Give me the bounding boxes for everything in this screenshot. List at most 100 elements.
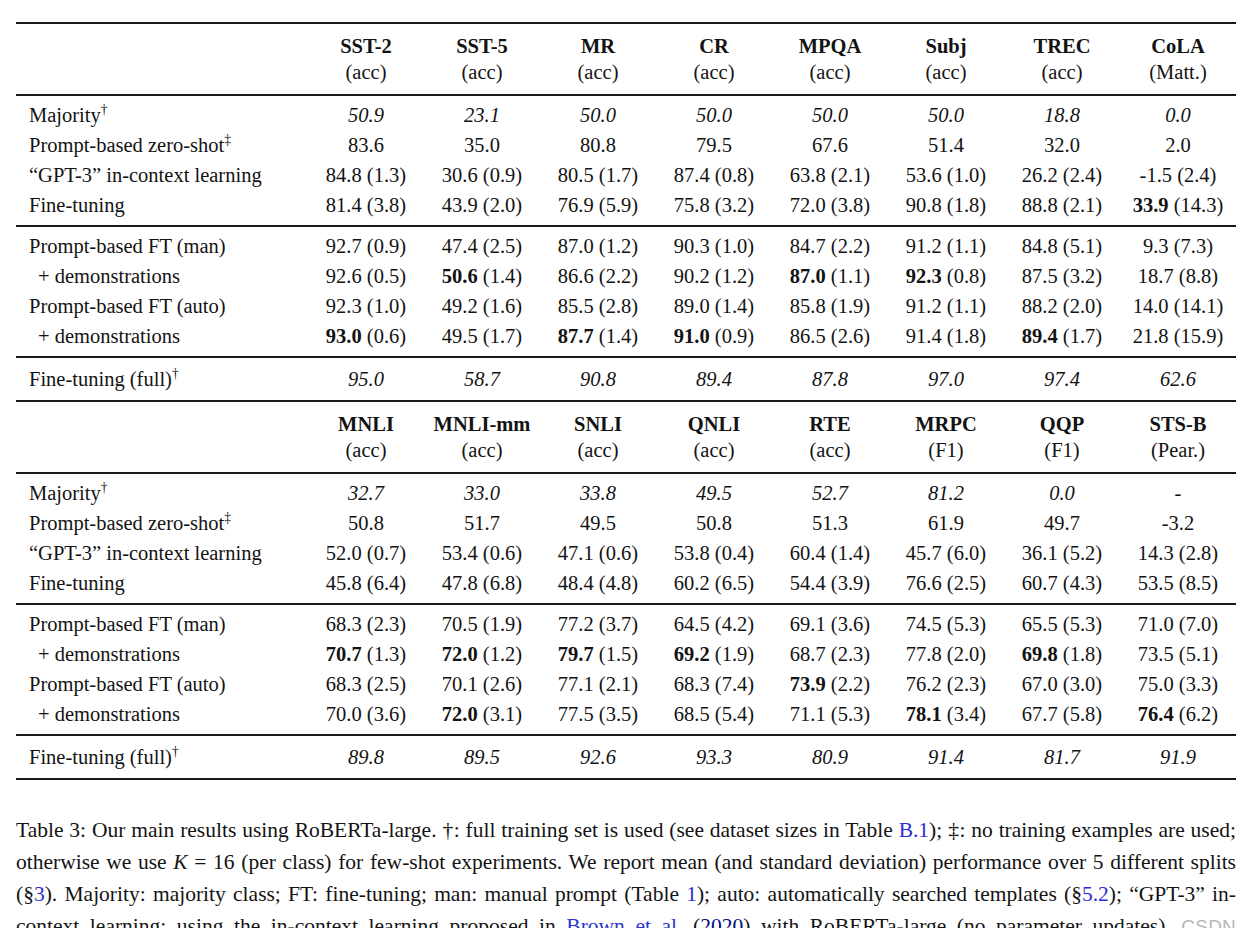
cell-stddev: (1.4) [594,325,638,347]
cell-value: 68.7 [790,643,826,665]
value-cell: 86.5 (2.6) [772,321,888,357]
cell-value: 72.0 [790,194,826,216]
column-metric: (acc) [424,59,540,95]
table-row: + demonstrations70.0 (3.6)72.0 (3.1)77.5… [16,699,1236,735]
value-cell: 50.0 [656,95,772,130]
row-label: Majority† [16,473,308,508]
cell-value: 49.5 [580,512,616,534]
value-cell: 49.5 [540,508,656,538]
cell-stddev: (2.2) [594,265,638,287]
cell-stddev: (3.6) [826,613,870,635]
value-cell: 85.5 (2.8) [540,291,656,321]
column-header: Subj [888,23,1004,59]
value-cell: 76.4 (6.2) [1120,699,1236,735]
cell-stddev: (2.4) [1058,164,1102,186]
cell-stddev: (2.4) [1172,164,1216,186]
row-label-text: + demonstrations [38,265,180,287]
value-cell: 87.0 (1.2) [540,226,656,261]
column-metric: (acc) [888,59,1004,95]
cell-value: 90.8 [580,368,616,390]
value-cell: 92.3 (1.0) [308,291,424,321]
cell-value: 76.4 [1138,703,1174,725]
table-row: Prompt-based FT (man)68.3 (2.3)70.5 (1.9… [16,604,1236,639]
value-cell: 70.7 (1.3) [308,639,424,669]
cell-value: 54.4 [790,572,826,594]
cell-value: 92.6 [326,265,362,287]
row-label: + demonstrations [16,639,308,669]
cell-value: 89.8 [348,746,384,768]
cell-value: 91.0 [674,325,710,347]
cell-stddev: (3.5) [594,703,638,725]
cell-value: 88.2 [1022,295,1058,317]
value-cell: 77.2 (3.7) [540,604,656,639]
cell-value: 70.7 [326,643,362,665]
value-cell: 83.6 [308,130,424,160]
column-metric: (acc) [656,437,772,473]
value-cell: 69.2 (1.9) [656,639,772,669]
cell-value: 86.6 [558,265,594,287]
cell-value: 76.2 [906,673,942,695]
cell-stddev: (1.2) [478,643,522,665]
value-cell: 84.8 (1.3) [308,160,424,190]
caption-ref-link[interactable]: B.1 [899,818,929,842]
table-row: + demonstrations93.0 (0.6)49.5 (1.7)87.7… [16,321,1236,357]
caption-ref-link[interactable]: 1 [686,882,697,906]
cell-value: 80.5 [558,164,594,186]
cell-value: 32.0 [1044,134,1080,156]
cell-stddev: (2.8) [1174,542,1218,564]
row-label: + demonstrations [16,699,308,735]
column-header: MPQA [772,23,888,59]
value-cell: 88.8 (2.1) [1004,190,1120,226]
cell-stddev: (5.3) [942,613,986,635]
cell-stddev: (5.3) [1058,613,1102,635]
cell-stddev: (1.0) [362,295,406,317]
cell-value: 77.1 [558,673,594,695]
value-cell: 36.1 (5.2) [1004,538,1120,568]
value-cell: 50.8 [656,508,772,538]
cell-value: 70.0 [326,703,362,725]
dagger-marker: † [172,744,179,759]
column-header: SNLI [540,401,656,437]
cell-value: 83.6 [348,134,384,156]
table-row: “GPT-3” in-context learning52.0 (0.7)53.… [16,538,1236,568]
cell-value: 79.5 [696,134,732,156]
row-label: Prompt-based FT (man) [16,226,308,261]
cell-stddev: (1.0) [942,164,986,186]
value-cell: 76.2 (2.3) [888,669,1004,699]
double-dagger-marker: ‡ [224,132,231,147]
cell-stddev: (4.8) [594,572,638,594]
cell-value: 73.9 [790,673,826,695]
cell-value: 14.3 [1138,542,1174,564]
cell-stddev: (0.7) [362,542,406,564]
value-cell: 79.7 (1.5) [540,639,656,669]
row-label: Prompt-based zero-shot‡ [16,130,308,160]
value-cell: 53.5 (8.5) [1120,568,1236,604]
caption-ref-link[interactable]: 3 [34,882,45,906]
caption-citation-year[interactable]: 2020 [700,914,743,928]
value-cell: 52.0 (0.7) [308,538,424,568]
caption-citation-link[interactable]: Brown et al. [566,914,682,928]
cell-stddev: (6.5) [710,572,754,594]
cell-value: 51.4 [928,134,964,156]
value-cell: 14.3 (2.8) [1120,538,1236,568]
cell-value: 52.7 [812,482,848,504]
table-row: Prompt-based FT (man)92.7 (0.9)47.4 (2.5… [16,226,1236,261]
cell-stddev: (0.6) [594,542,638,564]
cell-value: 68.3 [326,613,362,635]
cell-value: 92.7 [326,235,362,257]
cell-value: 50.6 [442,265,478,287]
cell-value: 85.5 [558,295,594,317]
cell-stddev: (2.5) [362,673,406,695]
cell-stddev: (0.4) [710,542,754,564]
caption-ref-link[interactable]: 5.2 [1082,882,1109,906]
cell-value: 77.8 [906,643,942,665]
value-cell: 76.9 (5.9) [540,190,656,226]
cell-value: 50.0 [928,104,964,126]
column-metric-empty [16,437,308,473]
value-cell: 87.8 [772,357,888,401]
column-metric-row: (acc)(acc)(acc)(acc)(acc)(F1)(F1)(Pear.) [16,437,1236,473]
column-header: SST-2 [308,23,424,59]
cell-stddev: (1.4) [478,265,522,287]
row-label: Fine-tuning [16,568,308,604]
cell-value: 87.4 [674,164,710,186]
